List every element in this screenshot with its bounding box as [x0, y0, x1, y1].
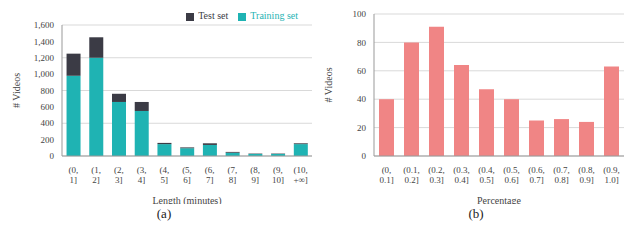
svg-text:(0.5,0.6]: (0.5,0.6]	[503, 165, 520, 185]
svg-text:(5,6]: (5,6]	[182, 165, 192, 185]
svg-text:(1,2]: (1,2]	[91, 165, 101, 185]
html-text:Training set: Training set	[250, 10, 298, 21]
svg-text:(0.8,0.9]: (0.8,0.9]	[578, 165, 595, 185]
html-text:(b): (b)	[468, 206, 484, 221]
svg-text:(0,1]: (0,1]	[68, 165, 78, 185]
svg-text:(6,7]: (6,7]	[205, 165, 215, 185]
svg-text:1,600: 1,600	[34, 20, 55, 30]
svg-text:(0.6,0.7]: (0.6,0.7]	[528, 165, 545, 185]
svg-text:# Videos: # Videos	[323, 67, 334, 102]
svg-text:(3,4]: (3,4]	[137, 165, 147, 185]
svg-text:(8,9]: (8,9]	[250, 165, 260, 185]
svg-text:200: 200	[41, 135, 55, 145]
svg-text:(0.1,0.2]: (0.1,0.2]	[403, 165, 420, 185]
svg-text:20: 20	[357, 123, 367, 133]
svg-text:0: 0	[50, 151, 55, 161]
svg-text:(0.4,0.5]: (0.4,0.5]	[478, 165, 495, 185]
svg-text:(0.7,0.8]: (0.7,0.8]	[553, 165, 570, 185]
svg-text:(4,5]: (4,5]	[159, 165, 169, 185]
svg-text:(2,3]: (2,3]	[114, 165, 124, 185]
svg-text:100: 100	[353, 9, 367, 19]
svg-text:Percentage: Percentage	[477, 195, 521, 204]
html-text:Test set: Test set	[198, 10, 229, 21]
svg-text:1,400: 1,400	[34, 37, 55, 47]
svg-text:(0.3,0.4]: (0.3,0.4]	[453, 165, 470, 185]
svg-text:60: 60	[357, 66, 367, 76]
html-text:(a): (a)	[156, 206, 172, 221]
svg-text:Length (minutes): Length (minutes)	[152, 195, 221, 204]
svg-text:600: 600	[41, 102, 55, 112]
svg-text:40: 40	[357, 94, 367, 104]
svg-text:(0.9,1.0]: (0.9,1.0]	[603, 165, 620, 185]
svg-text:# Videos: # Videos	[11, 73, 22, 108]
svg-text:1,200: 1,200	[34, 53, 55, 63]
svg-text:(0,0.1]: (0,0.1]	[379, 165, 393, 185]
svg-text:0: 0	[362, 151, 367, 161]
svg-text:(7,8]: (7,8]	[228, 165, 238, 185]
svg-text:1,000: 1,000	[34, 69, 55, 79]
svg-text:(0.2,0.3]: (0.2,0.3]	[428, 165, 445, 185]
svg-text:(9,10]: (9,10]	[272, 165, 284, 185]
svg-text:80: 80	[357, 38, 367, 48]
svg-text:800: 800	[41, 86, 55, 96]
svg-text:(10,+∞]: (10,+∞]	[293, 165, 308, 185]
svg-text:400: 400	[41, 118, 55, 128]
